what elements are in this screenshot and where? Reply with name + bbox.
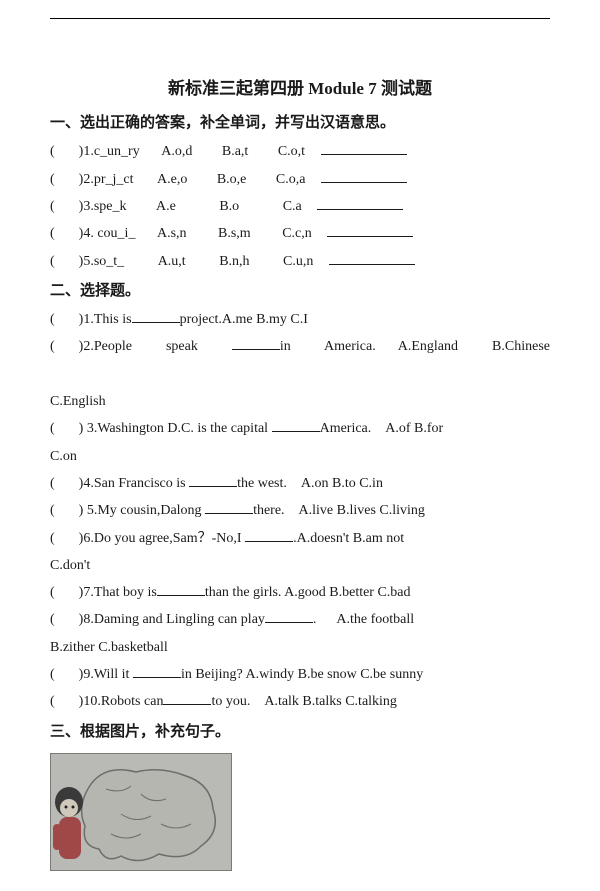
s1-r2-blank <box>321 169 407 183</box>
s2-q8-opts: A.the football <box>336 612 414 627</box>
s1-r4-a: A.s,n <box>157 226 187 241</box>
s2-q8: ()8.Daming and Lingling can play.A.the f… <box>50 606 550 661</box>
page-title: 新标准三起第四册 Module 7 测试题 <box>50 72 550 105</box>
s2-q3-stem: ) 3.Washington D.C. is the capital <box>79 421 272 436</box>
s1-row-3: ()3.spe_k A.e B.o C.a <box>50 193 550 220</box>
s1-r4-c: C.c,n <box>282 226 312 241</box>
s2-q1-stem: )1.This is <box>79 312 132 327</box>
s2-q7-stem: )7.That boy is <box>79 585 157 600</box>
s2-q3-line2: C.on <box>50 449 77 464</box>
s1-r1-num: 1 <box>83 144 90 159</box>
person-eye-l-icon <box>65 805 68 808</box>
s2-q5-opts: A.live B.lives C.living <box>299 503 425 518</box>
map-figure <box>50 753 232 871</box>
s2-q3: () 3.Washington D.C. is the capital Amer… <box>50 415 550 470</box>
s1-r2-a: A.e,o <box>157 172 187 187</box>
s1-r5-b: B.n,h <box>219 254 249 269</box>
s1-r5-word: so_t_ <box>94 254 124 269</box>
s2-q10-post: to you. <box>211 694 250 709</box>
map-outline-icon <box>82 770 216 861</box>
s2-q1: ()1.This isproject.A.me B.my C.I <box>50 306 550 333</box>
s2-q2: ()2.People speak in America.A.England B.… <box>50 333 550 415</box>
s1-r1-word: c_un_ry <box>94 144 140 159</box>
s2-q2-line2: C.English <box>50 394 106 409</box>
s2-q6-post: .A.doesn't B.am not <box>293 531 404 546</box>
s2-q7-post: than the girls. A.good B.better C.bad <box>205 585 411 600</box>
s2-q3-opts: A.of B.for <box>385 421 443 436</box>
s1-r5-num: 5 <box>83 254 90 269</box>
s1-r3-a: A.e <box>156 199 176 214</box>
s1-r1-a: A.o,d <box>161 144 192 159</box>
s1-r2-word: pr_j_ct <box>94 172 134 187</box>
person-arm-icon <box>53 824 61 850</box>
s2-q2-opts: A.England B.Chinese <box>398 339 550 354</box>
s1-row-1: ()1.c_un_ry A.o,d B.a,t C.o,t <box>50 138 550 165</box>
section2-heading: 二、选择题。 <box>50 277 550 306</box>
s1-r3-c: C.a <box>283 199 302 214</box>
s2-q8-blank <box>265 609 313 623</box>
s1-r2-b: B.o,e <box>217 172 247 187</box>
s2-q7: ()7.That boy isthan the girls. A.good B.… <box>50 579 550 606</box>
s1-row-5: ()5.so_t_ A.u,t B.n,h C.u,n <box>50 248 550 275</box>
s1-r1-c: C.o,t <box>278 144 305 159</box>
s1-r5-blank <box>329 251 415 265</box>
person-eye-r-icon <box>72 805 75 808</box>
s2-q8-line2: B.zither C.basketball <box>50 640 168 655</box>
s2-q5-stem: ) 5.My cousin,Dalong <box>79 503 205 518</box>
s2-q1-opts: project.A.me B.my C.I <box>180 312 308 327</box>
section1-heading: 一、选出正确的答案，补全单词，并写出汉语意思。 <box>50 109 550 138</box>
s1-r2-c: C.o,a <box>276 172 306 187</box>
top-rule <box>50 18 550 19</box>
s2-q10-opts: A.talk B.talks C.talking <box>264 694 397 709</box>
person-body-icon <box>59 817 81 859</box>
s2-q4: ()4.San Francisco is the west.A.on B.to … <box>50 470 550 497</box>
s2-q1-blank <box>132 309 180 323</box>
s2-q2-stem: )2.People speak <box>79 339 232 354</box>
s2-q2-blank <box>232 336 280 350</box>
s1-r2-num: 2 <box>83 172 90 187</box>
s1-r3-num: 3 <box>83 199 90 214</box>
s1-r3-blank <box>317 196 403 210</box>
s2-q9: ()9.Will it in Beijing? A.windy B.be sno… <box>50 661 550 688</box>
s1-row-2: ()2.pr_j_ct A.e,o B.o,e C.o,a <box>50 166 550 193</box>
s2-q8-stem: )8.Daming and Lingling can play <box>79 612 265 627</box>
s1-r1-blank <box>321 141 407 155</box>
s2-q6-line2: C.don't <box>50 558 90 573</box>
s2-q5-blank <box>205 500 253 514</box>
s2-q4-post: the west. <box>237 476 287 491</box>
s2-q3-post: America. <box>320 421 372 436</box>
s2-q9-post: in Beijing? A.windy B.be snow C.be sunny <box>181 667 423 682</box>
s2-q9-blank <box>133 664 181 678</box>
s1-row-4: ()4. cou_i_ A.s,n B.s,m C.c,n <box>50 220 550 247</box>
s1-r3-b: B.o <box>219 199 239 214</box>
s2-q10-blank <box>163 691 211 705</box>
s1-r1-b: B.a,t <box>222 144 248 159</box>
s2-q2-post: in America. <box>280 339 376 354</box>
person-face-icon <box>60 799 78 817</box>
s1-r4-b: B.s,m <box>218 226 251 241</box>
s2-q10: ()10.Robots canto you.A.talk B.talks C.t… <box>50 688 550 715</box>
s2-q5-post: there. <box>253 503 284 518</box>
s1-r5-a: A.u,t <box>158 254 186 269</box>
s2-q5: () 5.My cousin,Dalong there.A.live B.liv… <box>50 497 550 524</box>
s1-r4-word: cou_i_ <box>97 226 135 241</box>
s2-q6-blank <box>245 528 293 542</box>
page-root: 新标准三起第四册 Module 7 测试题 一、选出正确的答案，补全单词，并写出… <box>0 0 600 891</box>
s2-q4-opts: A.on B.to C.in <box>301 476 383 491</box>
s2-q3-blank <box>272 418 320 432</box>
s1-r4-blank <box>327 223 413 237</box>
s2-q6-stem: )6.Do you agree,Sam？-No,I <box>79 531 245 546</box>
s1-r4-num: 4 <box>83 226 90 241</box>
s2-q4-blank <box>189 473 237 487</box>
s2-q10-stem: )10.Robots can <box>79 694 164 709</box>
s2-q6: ()6.Do you agree,Sam？-No,I .A.doesn't B.… <box>50 525 550 580</box>
s1-r3-word: spe_k <box>94 199 127 214</box>
map-svg <box>51 754 232 871</box>
s2-q7-blank <box>157 582 205 596</box>
s2-q4-stem: )4.San Francisco is <box>79 476 189 491</box>
s2-q8-post: . <box>313 612 317 627</box>
s2-q9-stem: )9.Will it <box>79 667 133 682</box>
section3-heading: 三、根据图片，补充句子。 <box>50 718 550 747</box>
s1-r5-c: C.u,n <box>283 254 313 269</box>
